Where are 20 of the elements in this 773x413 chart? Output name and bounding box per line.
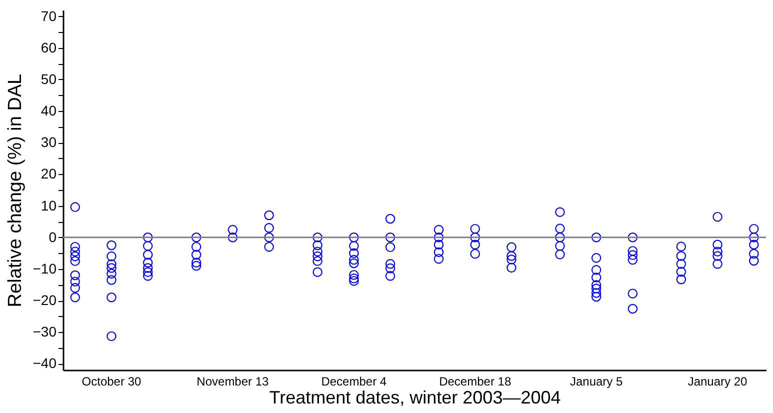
x-tick-label: December 4 bbox=[321, 374, 387, 388]
x-tick-label: October 30 bbox=[82, 374, 142, 388]
y-tick-label: 0 bbox=[48, 228, 57, 245]
x-tick-label: January 20 bbox=[688, 374, 748, 388]
y-tick-label: 60 bbox=[40, 39, 57, 56]
y-tick-label: 30 bbox=[40, 134, 57, 150]
y-tick-label: −20 bbox=[32, 292, 57, 308]
y-tick-label: 70 bbox=[40, 8, 57, 24]
y-tick-label: 50 bbox=[40, 70, 57, 87]
x-tick-label: January 5 bbox=[570, 374, 623, 388]
y-tick-label: −30 bbox=[32, 324, 57, 340]
y-tick-label: 40 bbox=[40, 102, 57, 119]
y-tick-label: −10 bbox=[32, 260, 57, 276]
y-tick-label: −40 bbox=[32, 355, 57, 372]
y-axis-title: Relative change (%) in DAL bbox=[4, 74, 26, 308]
y-tick-label: 10 bbox=[40, 197, 57, 214]
x-axis-title: Treatment dates, winter 2003—2004 bbox=[269, 388, 561, 408]
y-tick-label: 20 bbox=[40, 166, 57, 182]
x-tick-label: November 13 bbox=[196, 374, 270, 388]
x-tick-label: December 18 bbox=[439, 374, 512, 388]
